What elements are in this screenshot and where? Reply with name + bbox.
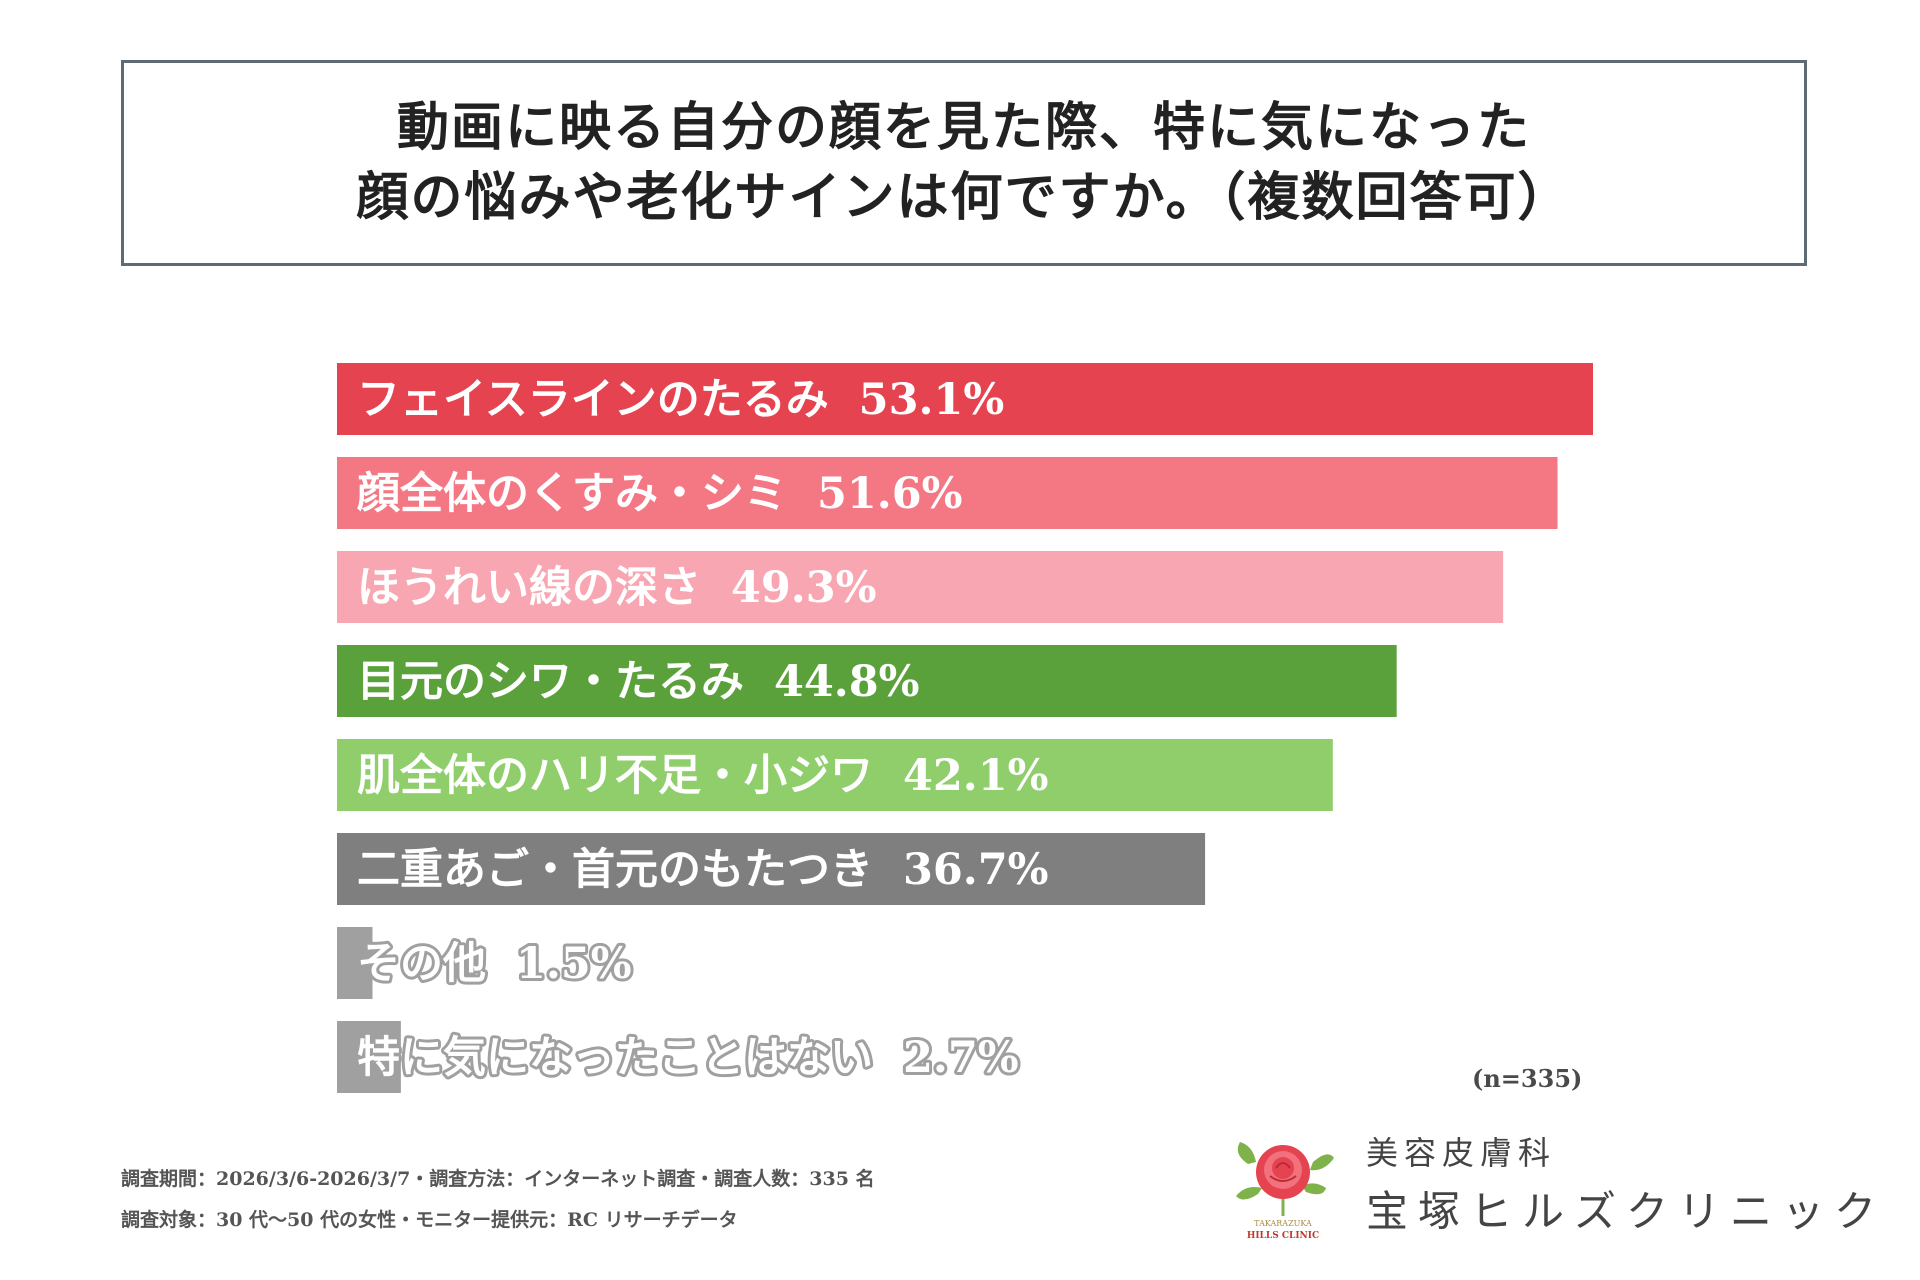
bar-label-4: 目元のシワ・たるみ 44.8%	[357, 657, 920, 707]
bar-1	[337, 363, 1593, 435]
bar-8	[337, 1021, 401, 1093]
bar-3	[337, 551, 1504, 623]
bar-label-5: 肌全体のハリ不足・小ジワ 42.1%	[357, 751, 1049, 801]
bar-7	[337, 927, 373, 999]
bar-label-1: フェイスラインのたるみ 53.1%	[357, 375, 1004, 425]
survey-info-line-2: 調査対象：30 代〜50 代の女性・モニター提供元：RC リサーチデータ	[121, 1209, 738, 1231]
chart-title-line-1: 動画に映る自分の顔を見た際、特に気になった	[396, 97, 1531, 158]
clinic-name: 宝塚ヒルズクリニック	[1366, 1187, 1887, 1236]
sample-size-label: (n=335)	[1472, 1064, 1583, 1093]
bar-label-7: その他 1.5%	[357, 939, 632, 989]
chart-title-line-2: 顔の悩みや老化サインは何ですか。（複数回答可）	[356, 167, 1572, 228]
logo-text-bottom: HILLS CLINIC	[1247, 1231, 1319, 1241]
bar-label-8: 特に気になったことはない 2.7%	[357, 1033, 1019, 1083]
clinic-type: 美容皮膚科	[1366, 1134, 1557, 1172]
rose-logo-icon: TAKARAZUKA HILLS CLINIC	[1236, 1142, 1334, 1241]
bar-6	[337, 833, 1206, 905]
survey-info-line-1: 調査期間：2026/3/6-2026/3/7・調査方法：インターネット調査・調査…	[121, 1168, 875, 1190]
logo-text-top: TAKARAZUKA	[1254, 1219, 1312, 1228]
bar-label-3: ほうれい線の深さ 49.3%	[357, 563, 877, 613]
bar-5	[337, 739, 1333, 811]
bar-label-2: 顔全体のくすみ・シミ 51.6%	[357, 469, 963, 519]
title-box: 動画に映る自分の顔を見た際、特に気になった 顔の悩みや老化サインは何ですか。（複…	[121, 60, 1807, 266]
bar-label-6: 二重あご・首元のもたつき 36.7%	[357, 845, 1049, 895]
bar-4	[337, 645, 1397, 717]
bar-2	[337, 457, 1558, 529]
